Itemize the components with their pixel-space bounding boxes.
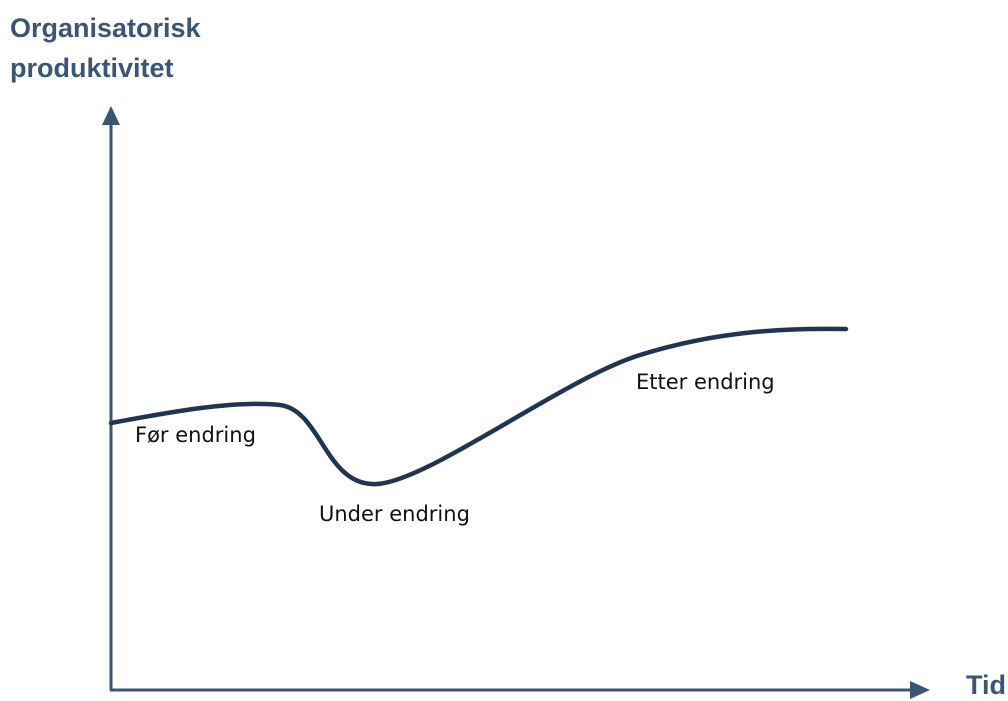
phase-label-after: Etter endring xyxy=(636,370,775,394)
phase-label-during: Under endring xyxy=(319,502,470,526)
y-axis-title: Organisatorisk produktivitet xyxy=(10,8,201,88)
y-axis-title-line-2: produktivitet xyxy=(10,53,174,83)
productivity-curve xyxy=(108,326,849,487)
x-axis-arrowhead xyxy=(910,681,930,699)
y-axis-title-line-1: Organisatorisk xyxy=(10,13,201,43)
y-axis-arrowhead xyxy=(102,106,120,125)
x-axis-title: Tid xyxy=(966,670,1006,700)
phase-label-before: Før endring xyxy=(135,423,256,447)
